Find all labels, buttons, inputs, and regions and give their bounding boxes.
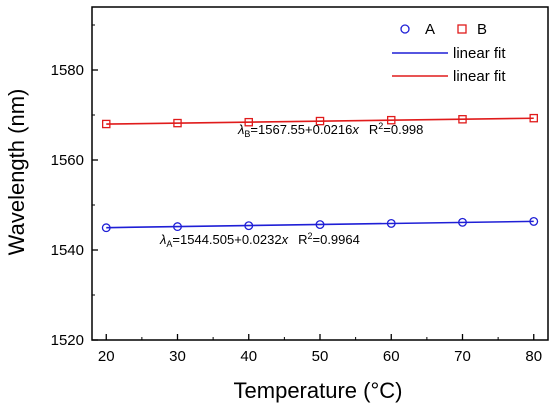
annot-b-sub: B [244, 129, 250, 139]
data-point-a [458, 217, 467, 227]
data-point-b [529, 113, 539, 123]
annot-b-r-sup: 2 [378, 121, 383, 131]
x-tick-label: 40 [240, 348, 257, 365]
x-tick-label: 20 [98, 348, 115, 365]
legend-marker-b [457, 24, 467, 34]
legend-label-b: B [477, 21, 487, 38]
x-axis-label: Temperature (°C) [234, 378, 403, 403]
legend-label-a: A [425, 21, 435, 38]
fit-annotation-b: λB=1567.55+0.0216x R2=0.998 [237, 121, 423, 139]
fit-line-a [106, 220, 534, 229]
fit-annotation-a: λA=1544.505+0.0232x R2=0.9964 [159, 231, 360, 249]
data-point-b [244, 117, 253, 127]
annot-b-lambda: λ [237, 122, 244, 137]
annot-a-r: R [298, 232, 307, 247]
y-tick-label: 1580 [51, 62, 84, 79]
annot-a-lambda: λ [159, 232, 166, 247]
y-axis-label: Wavelength (nm) [4, 89, 29, 256]
data-point-a [529, 216, 539, 226]
y-tick-label: 1540 [51, 242, 84, 259]
data-point-b [173, 118, 182, 128]
x-tick-label: 70 [454, 348, 471, 365]
annot-a-r-sup: 2 [307, 231, 312, 241]
data-point-b [458, 115, 467, 124]
annot-a-sub: A [166, 239, 172, 249]
legend-fit-label-b: linear fit [453, 68, 506, 85]
annot-a-r-value: =0.9964 [313, 232, 360, 247]
annot-b-var: x [351, 122, 359, 137]
data-point-a [244, 221, 254, 231]
x-tick-label: 60 [383, 348, 400, 365]
annot-b-r-value: =0.998 [383, 122, 423, 137]
data-point-a [386, 218, 396, 228]
annot-b-eq: =1567.55+0.0216 [250, 122, 352, 137]
x-tick-label: 30 [169, 348, 186, 365]
data-point-b [386, 115, 396, 125]
legend-marker-a [400, 24, 410, 34]
legend-fit-label-a: linear fit [453, 45, 506, 62]
x-tick-label: 50 [312, 348, 329, 365]
plot-content [101, 113, 539, 233]
data-point-a [315, 220, 325, 230]
annot-a-var: x [281, 232, 289, 247]
annot-a-eq: =1544.505+0.0232 [172, 232, 281, 247]
data-point-a [101, 223, 111, 233]
data-point-a [173, 222, 182, 232]
fit-line-b [106, 117, 534, 125]
data-point-b [102, 119, 111, 129]
axes: 20 30 40 50 60 70 80 1520 1540 1560 1580 [51, 24, 542, 365]
x-tick-label: 80 [525, 348, 542, 365]
data-point-b [315, 116, 325, 126]
y-tick-label: 1560 [51, 152, 84, 169]
y-tick-label: 1520 [51, 332, 84, 349]
annot-b-r: R [369, 122, 378, 137]
